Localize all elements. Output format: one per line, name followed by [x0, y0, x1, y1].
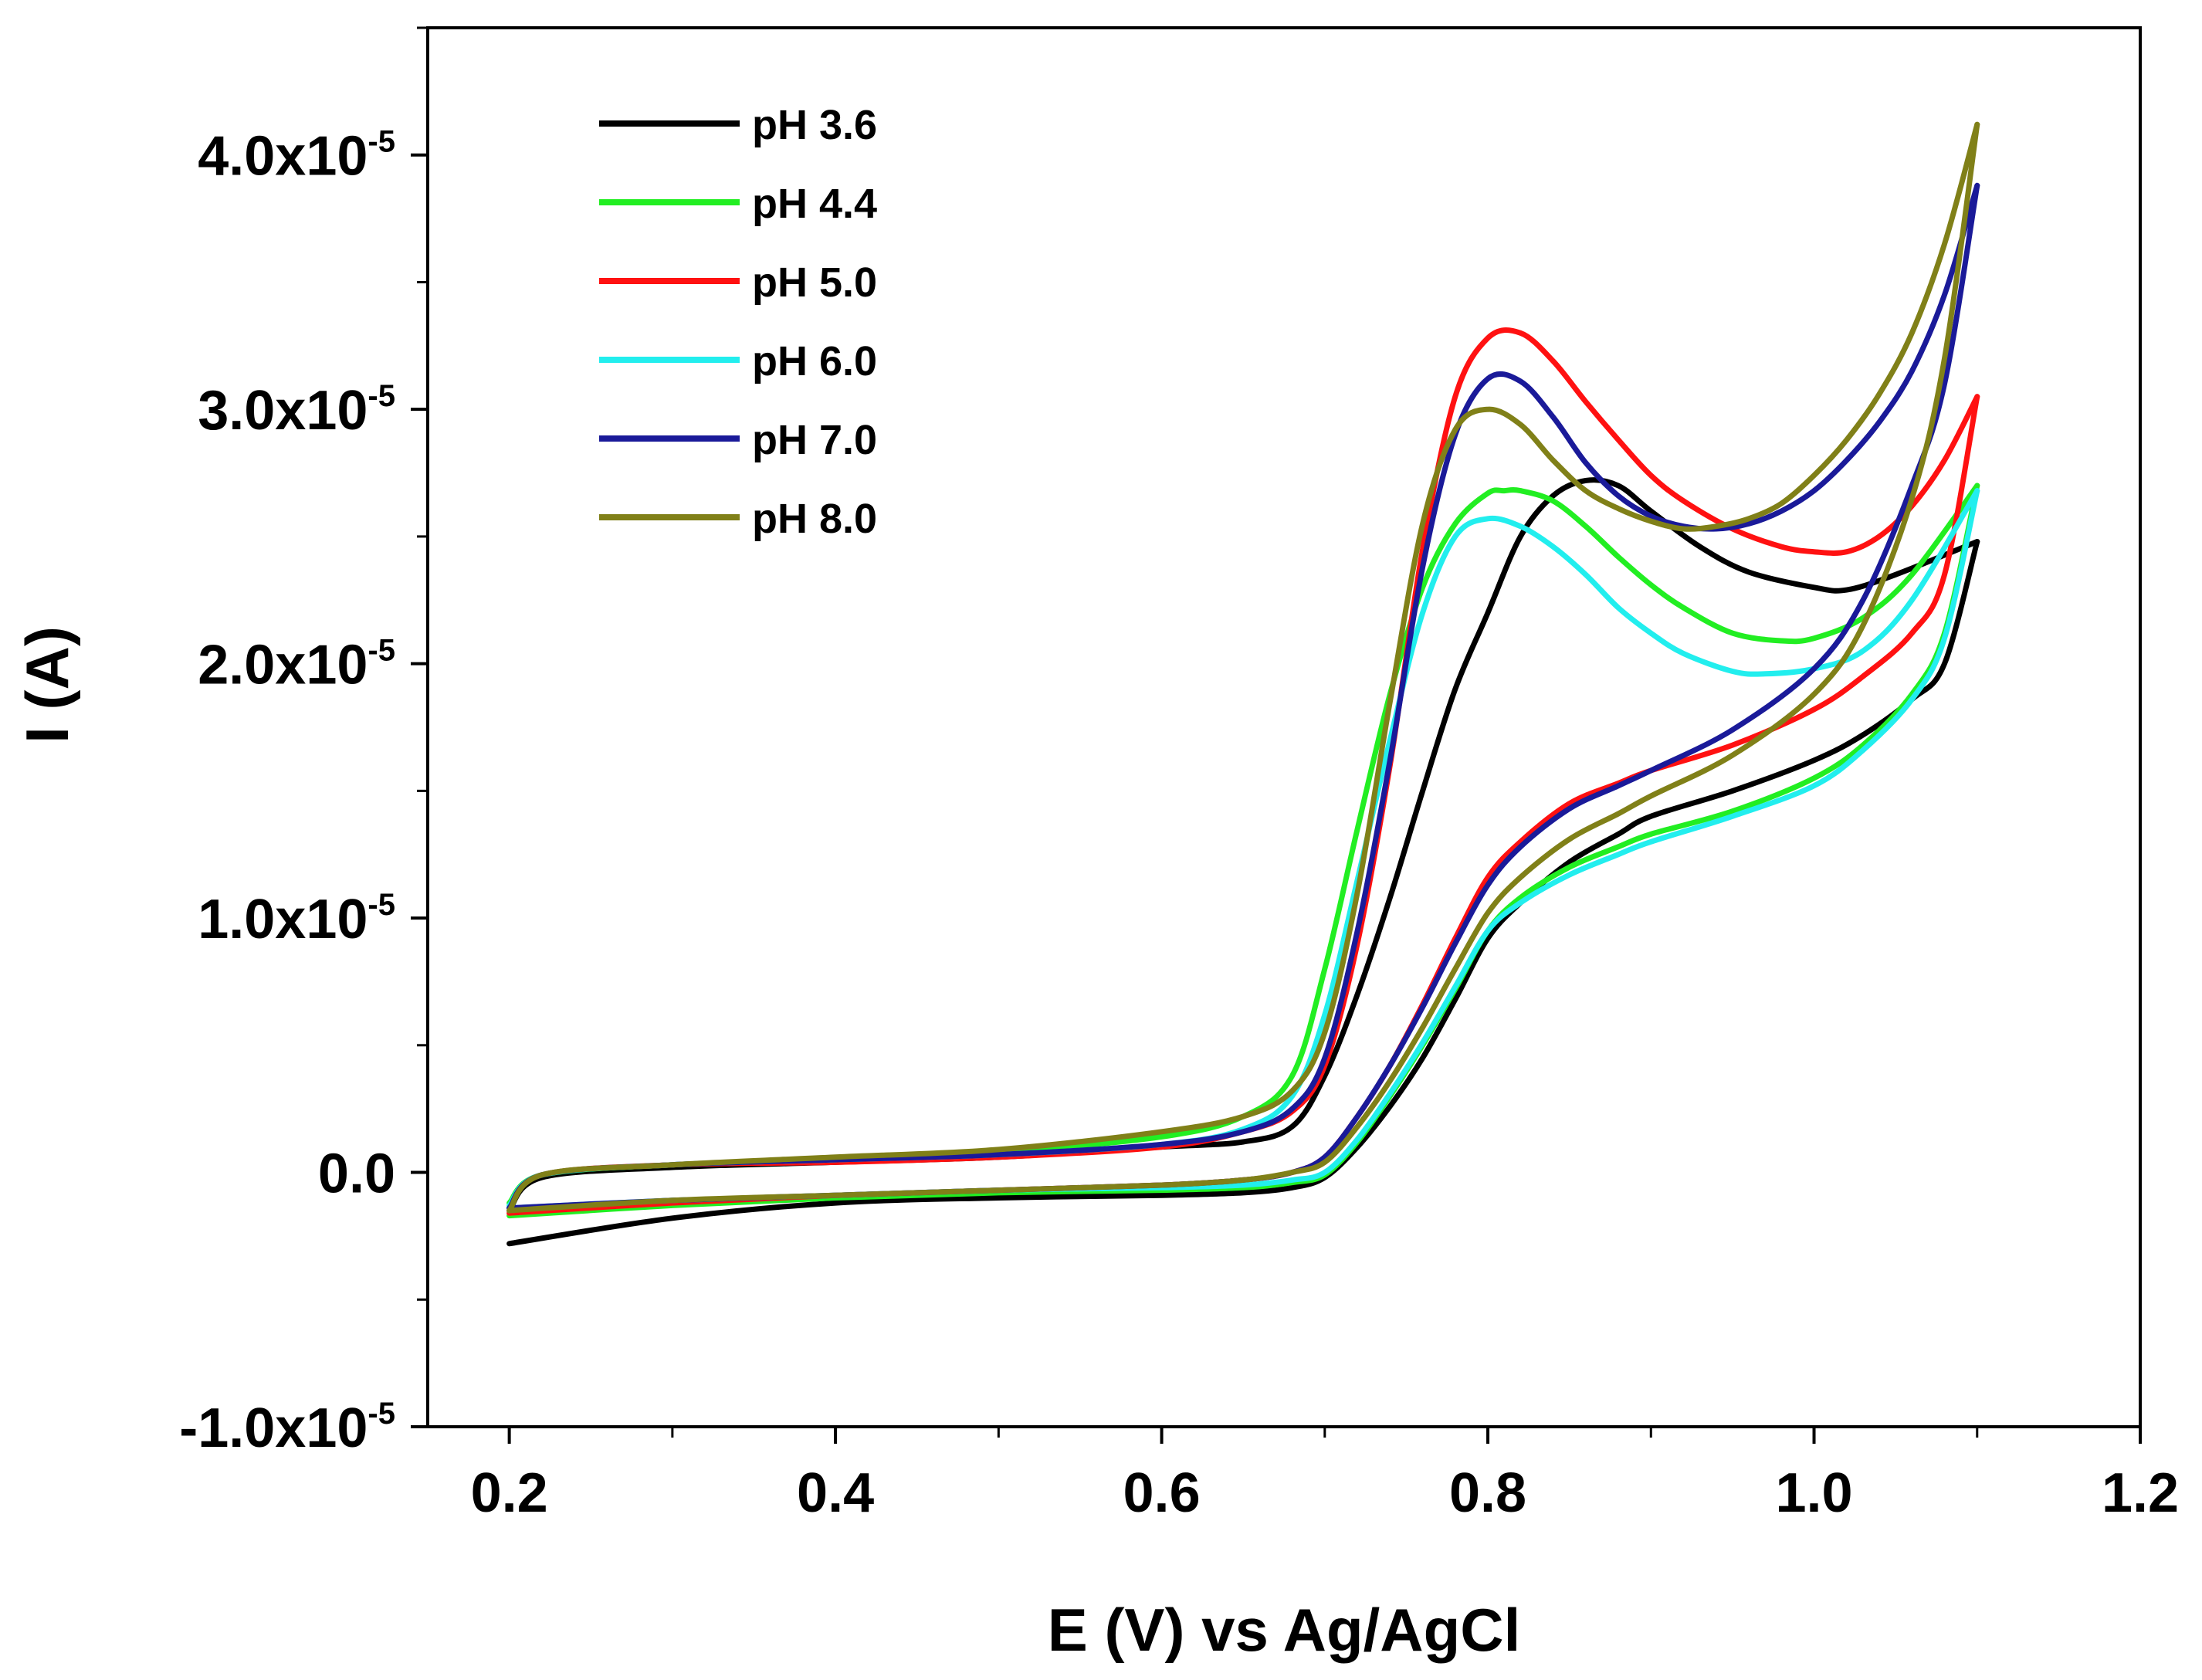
series-ph-4-4-forward-scan [506, 483, 1980, 1219]
y-axis-title: I (A) [13, 626, 81, 743]
y-tick-label: 4.0x10-5 [198, 125, 395, 188]
y-tick-exponent: -5 [368, 1397, 395, 1431]
legend-label: pH 6.0 [752, 338, 877, 384]
y-tick-exponent: -5 [368, 888, 395, 922]
series-ph-8-0-reverse-scan [506, 121, 1980, 1214]
series-ph-3-6-reverse-scan [506, 477, 1980, 1214]
y-tick-exponent: -5 [368, 379, 395, 413]
x-tick-label: 0.4 [797, 1462, 874, 1524]
series-ph-7-0-reverse-scan [506, 182, 1980, 1211]
axes: 0.2 0.4 0.6 0.8 1.0 1.2-1.0x10-50.01.0x10-52.… [179, 26, 2179, 1524]
x-axis-title: E (V) vs Ag/AgCl [1048, 1596, 1521, 1664]
y-tick-label: 3.0x10-5 [198, 379, 395, 442]
x-tick-label: 0.2 [471, 1462, 548, 1524]
series-ph-5-0-reverse-scan [506, 327, 1980, 1211]
x-tick-label: 1.0 [1775, 1462, 1852, 1524]
y-tick-mantissa: 1.0x10 [198, 889, 368, 950]
y-tick-label: 0.0 [318, 1143, 395, 1205]
y-tick-mantissa: 3.0x10 [198, 380, 368, 442]
y-tick-label: 1.0x10-5 [198, 888, 395, 950]
y-tick-exponent: -5 [368, 125, 395, 159]
x-tick-label: 0.6 [1123, 1462, 1201, 1524]
series-ph-4-4-reverse-scan [506, 483, 1980, 1206]
curves [506, 121, 1980, 1247]
y-tick-label: -1.0x10-5 [179, 1397, 395, 1459]
y-tick-mantissa: 0.0 [318, 1143, 395, 1205]
y-tick-mantissa: -1.0x10 [179, 1397, 368, 1459]
legend-label: pH 5.0 [752, 259, 877, 306]
legend-label: pH 7.0 [752, 417, 877, 463]
series-ph-6-0-reverse-scan [506, 488, 1980, 1208]
y-tick-label: 2.0x10-5 [198, 634, 395, 696]
legend-label: pH 3.6 [752, 102, 877, 148]
plot-area-frame [426, 26, 2142, 1428]
series-ph-6-0-forward-scan [506, 488, 1980, 1211]
series-ph-7-0-forward-scan [506, 182, 1980, 1211]
legend: pH 3.6 pH 4.4 pH 5.0 pH 6.0 pH 7.0 pH 8.0 [599, 102, 877, 542]
y-tick-mantissa: 4.0x10 [198, 126, 368, 188]
y-tick-mantissa: 2.0x10 [198, 635, 368, 696]
series-ph-3-6-forward-scan [506, 539, 1980, 1247]
y-tick-exponent: -5 [368, 634, 395, 668]
legend-label: pH 8.0 [752, 496, 877, 542]
x-tick-label: 0.8 [1449, 1462, 1526, 1524]
legend-label: pH 4.4 [752, 181, 877, 227]
x-tick-label: 1.2 [2102, 1462, 2179, 1524]
series-ph-8-0-forward-scan [506, 121, 1980, 1214]
